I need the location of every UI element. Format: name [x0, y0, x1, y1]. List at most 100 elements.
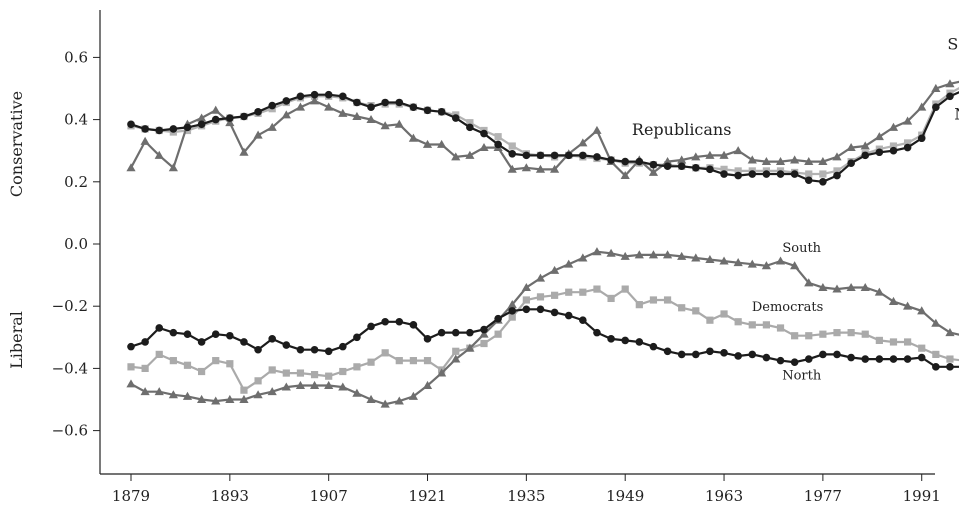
- point-rep-north: [635, 157, 644, 166]
- point-rep-republicans: [734, 167, 742, 175]
- point-dem-democrats: [847, 329, 855, 337]
- point-dem-south: [281, 382, 291, 391]
- point-dem-south: [168, 390, 178, 399]
- point-dem-south: [592, 247, 602, 256]
- point-dem-south: [408, 391, 418, 400]
- point-dem-south: [634, 250, 644, 259]
- point-dem-south: [479, 329, 489, 338]
- point-rep-south: [775, 156, 786, 166]
- point-dem-south: [945, 328, 955, 337]
- point-rep-south: [719, 150, 729, 159]
- point-dem-democrats: [762, 321, 770, 329]
- point-dem-democrats: [423, 357, 432, 365]
- point-dem-north: [804, 355, 813, 363]
- point-dem-north: [847, 353, 855, 362]
- point-dem-south: [917, 306, 927, 315]
- point-dem-south: [662, 250, 673, 259]
- point-rep-north: [282, 97, 291, 105]
- point-dem-south: [550, 265, 560, 274]
- point-dem-north: [677, 350, 686, 359]
- point-dem-north: [494, 314, 502, 323]
- annotation-democrats: Democrats: [752, 300, 823, 315]
- point-rep-north: [141, 125, 149, 133]
- point-dem-north: [296, 345, 305, 354]
- point-rep-north: [226, 114, 234, 122]
- point-rep-north: [621, 157, 629, 166]
- point-dem-north: [367, 322, 375, 331]
- point-dem-democrats: [621, 285, 629, 293]
- point-rep-south: [903, 116, 913, 125]
- line-rep-republicans: [130, 86, 959, 176]
- y-tick-label: −0.6: [52, 422, 88, 440]
- point-dem-south: [705, 254, 715, 263]
- point-rep-north: [804, 176, 813, 185]
- point-dem-north: [635, 338, 644, 346]
- point-dem-north: [381, 317, 389, 326]
- point-dem-north: [437, 328, 446, 337]
- point-rep-south: [394, 119, 404, 128]
- point-dem-democrats: [183, 361, 192, 369]
- x-tick-label: 1907: [310, 487, 348, 505]
- point-dem-north: [762, 353, 771, 362]
- y-axis-label-conservative: Conservative: [7, 91, 26, 197]
- point-dem-north: [268, 335, 277, 343]
- point-dem-south: [239, 394, 249, 403]
- point-dem-north: [508, 307, 517, 315]
- point-rep-south: [408, 133, 418, 142]
- point-dem-democrats: [310, 371, 319, 379]
- point-dem-democrats: [918, 344, 926, 352]
- point-dem-south: [225, 394, 235, 403]
- point-rep-north: [847, 159, 855, 167]
- point-rep-south: [705, 150, 715, 159]
- point-dem-south: [747, 259, 757, 268]
- point-rep-north: [466, 123, 474, 132]
- point-dem-north: [282, 341, 291, 349]
- annotation-north: North: [954, 105, 959, 124]
- point-rep-south: [267, 122, 277, 131]
- point-dem-north: [451, 328, 460, 337]
- point-dem-south: [366, 394, 376, 403]
- point-dem-democrats: [748, 321, 756, 329]
- point-dem-democrats: [367, 358, 375, 366]
- point-dem-south: [832, 284, 842, 293]
- point-rep-republicans: [889, 142, 898, 150]
- point-dem-south: [648, 250, 659, 259]
- point-rep-north: [494, 140, 502, 149]
- point-rep-south: [352, 111, 362, 120]
- point-dem-democrats: [339, 367, 347, 376]
- point-dem-democrats: [551, 291, 559, 299]
- point-rep-south: [917, 102, 927, 111]
- point-rep-south: [874, 132, 884, 141]
- y-tick-label: −0.4: [52, 359, 88, 377]
- point-rep-south: [140, 136, 150, 145]
- point-rep-south: [154, 150, 164, 159]
- point-rep-south: [747, 155, 757, 164]
- point-dem-democrats: [579, 288, 587, 296]
- point-rep-north: [155, 126, 164, 135]
- point-rep-south: [253, 130, 263, 139]
- point-dem-north: [564, 311, 573, 320]
- point-rep-north: [324, 90, 333, 99]
- point-dem-democrats: [169, 357, 177, 365]
- point-rep-north: [564, 151, 573, 160]
- point-rep-north: [367, 103, 375, 111]
- y-tick-label: 0.2: [64, 173, 88, 191]
- point-rep-republicans: [720, 165, 728, 173]
- point-rep-north: [197, 120, 206, 129]
- point-rep-republicans: [904, 139, 912, 147]
- point-dem-north: [889, 355, 898, 363]
- point-dem-democrats: [678, 304, 686, 312]
- point-dem-north: [663, 347, 672, 356]
- point-dem-north: [409, 321, 418, 329]
- point-rep-north: [550, 151, 559, 160]
- point-dem-democrats: [593, 285, 601, 293]
- annotation-south: South: [947, 35, 959, 54]
- point-dem-south: [719, 256, 729, 265]
- point-rep-south: [465, 150, 475, 159]
- line-rep-south: [130, 80, 959, 178]
- point-dem-north: [423, 335, 432, 343]
- point-rep-republicans: [833, 167, 841, 175]
- point-rep-south: [620, 170, 630, 180]
- x-tick-label: 1949: [606, 487, 644, 505]
